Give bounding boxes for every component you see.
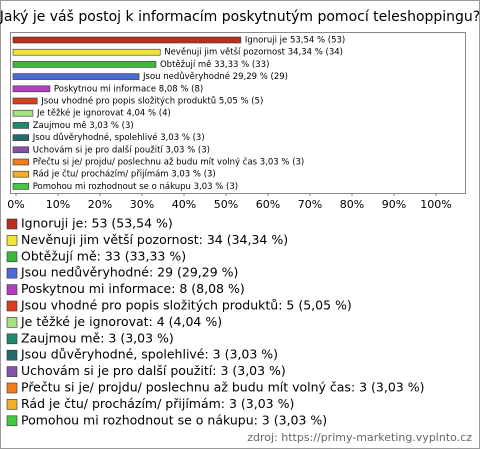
x-tick-label: 80% <box>340 198 364 211</box>
legend-label: Pomohou mi rozhodnout se o nákupu: 3 (3,… <box>21 412 327 427</box>
bar <box>12 109 34 117</box>
bar-label: Pomohou mi rozhodnout se o nákupu 3,03 %… <box>33 182 238 192</box>
x-tick-label: 40% <box>172 198 196 211</box>
bar <box>12 85 51 93</box>
bar-label: Jsou důvěryhodné, spolehlivé 3,03 % (3) <box>32 132 205 143</box>
source: zdroj: https://primy-marketing.vyplnto.c… <box>247 431 472 444</box>
bar-label: Přečtu si je/ projdu/ poslechnu až budu … <box>33 157 305 168</box>
legend-label: Obtěžují mě: 33 (33,33 %) <box>21 248 186 263</box>
x-tick-label: 100% <box>420 198 451 211</box>
legend-swatch <box>6 317 18 328</box>
legend-label: Jsou důvěryhodné, spolehlivé: 3 (3,03 %) <box>20 347 278 362</box>
bar <box>12 146 30 154</box>
bar-label: Nevěnuji jim větší pozornost 34,34 % (34… <box>164 47 343 58</box>
legend-label: Poskytnou mi informace: 8 (8,08 %) <box>21 281 245 296</box>
legend-swatch <box>6 300 18 312</box>
x-tick-label: 60% <box>256 198 280 211</box>
bar <box>12 36 242 44</box>
legend-label: Rád je čtu/ procházím/ přijímám: 3 (3,03… <box>21 396 294 411</box>
x-tick-label: 30% <box>130 198 154 211</box>
legend-label: Nevěnuji jim větší pozornost: 34 (34,34 … <box>21 232 288 247</box>
x-tick-label: 20% <box>88 198 112 211</box>
legend-label: Jsou vhodné pro popis složitých produktů… <box>20 298 352 313</box>
bar-label: Jsou nedůvěryhodné 29,29 % (29) <box>142 71 288 82</box>
bar <box>12 97 38 105</box>
legend-swatch <box>6 333 18 345</box>
bar <box>12 183 30 190</box>
bar <box>12 73 140 80</box>
legend-label: Zaujmou mě: 3 (3,03 %) <box>21 330 174 345</box>
legend-label: Je těžké je ignorovat: 4 (4,04 %) <box>20 314 222 329</box>
legend-swatch <box>6 366 18 377</box>
bar <box>12 158 30 166</box>
bar-label: Uchovám si je pro další použití 3,03 % (… <box>33 144 210 155</box>
bar-label: Obtěžují mě 33,33 % (33) <box>160 60 269 70</box>
bar <box>12 122 30 129</box>
bar-label: Poskytnou mi informace 8,08 % (8) <box>54 84 203 94</box>
plot-area <box>10 32 466 194</box>
x-tick-label: 0% <box>7 198 24 211</box>
bar <box>12 170 30 178</box>
legend-swatch <box>6 218 18 230</box>
bar <box>12 48 161 56</box>
legend-swatch <box>6 399 18 410</box>
legend-swatch <box>6 415 18 427</box>
bar <box>12 61 157 68</box>
legend-swatch <box>6 349 18 361</box>
x-tick-label: 10% <box>46 198 70 211</box>
bar-label: Je těžké je ignorovat 4,04 % (4) <box>36 108 171 119</box>
x-tick-label: 50% <box>214 198 238 211</box>
x-tick-label: 90% <box>382 198 406 211</box>
legend-swatch <box>6 382 18 394</box>
legend-label: Ignoruji je: 53 (53,54 %) <box>21 216 173 231</box>
bar-label: Zaujmou mě 3,03 % (3) <box>33 121 134 131</box>
legend-label: Přečtu si je/ projdu/ poslechnu až budu … <box>21 380 425 395</box>
legend-swatch <box>6 251 18 263</box>
legend-swatch <box>6 235 18 246</box>
bar <box>12 134 30 141</box>
bar-label: Rád je čtu/ procházím/ přijímám 3,03 % (… <box>33 169 216 180</box>
legend-label: Jsou nedůvěryhodné: 29 (29,29 %) <box>20 265 238 280</box>
bar-label: Ignoruji je 53,54 % (53) <box>245 36 345 46</box>
legend-swatch <box>6 267 18 279</box>
legend-swatch <box>6 284 18 295</box>
chart-title: Jaký je váš postoj k informacím poskytnu… <box>0 9 480 25</box>
x-tick-label: 70% <box>298 198 322 211</box>
bar-label: Jsou vhodné pro popis složitých produktů… <box>40 96 263 107</box>
legend-label: Uchovám si je pro další použití: 3 (3,03… <box>21 363 286 378</box>
